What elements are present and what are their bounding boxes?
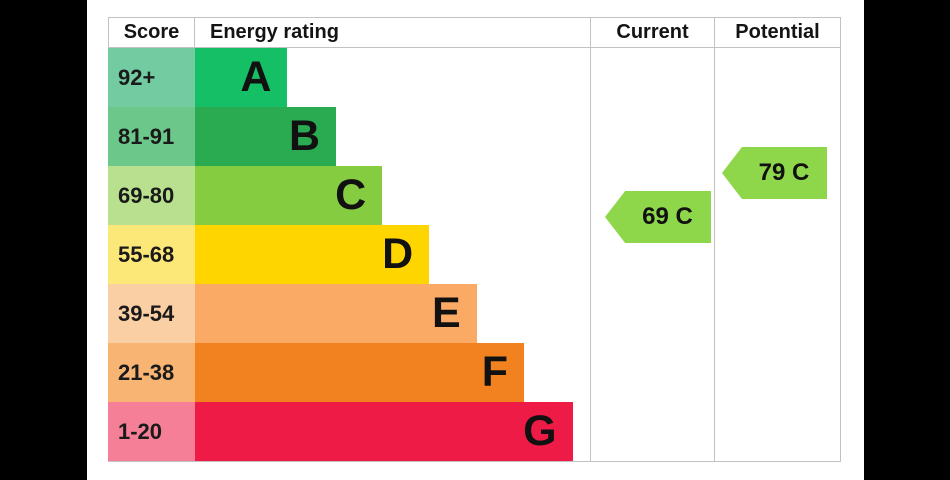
band-a-current-cell [590,48,714,107]
band-e-potential-cell [714,284,841,343]
band-rows: 92+ A 81-91 B 69-80 C [108,48,841,462]
band-g-bar-area: G [195,402,590,461]
band-b-score-cell: 81-91 [108,107,195,166]
band-row-b: 81-91 B [108,107,841,166]
band-c-bar: C [195,166,383,225]
band-c-score-cell: 69-80 [108,166,195,225]
band-a-potential-cell [714,48,841,107]
band-f-bar-area: F [195,343,590,402]
band-e-current-cell [590,284,714,343]
potential-rating-arrow: 79 C [722,147,827,199]
band-e-bar: E [195,284,477,343]
band-b-bar: B [195,107,336,166]
band-b-current-cell [590,107,714,166]
band-f-score-cell: 21-38 [108,343,195,402]
header-energy-rating: Energy rating [195,18,590,47]
band-row-g: 1-20 G [108,402,841,461]
band-g-bar: G [195,402,573,461]
band-d-bar: D [195,225,430,284]
band-a-score-cell: 92+ [108,48,195,107]
band-f-current-cell [590,343,714,402]
band-a-bar-area: A [195,48,590,107]
band-row-f: 21-38 F [108,343,841,402]
current-rating-arrow: 69 C [605,191,711,243]
band-c-current-cell [590,166,714,225]
table-header-row: Score Energy rating Current Potential [108,17,841,48]
band-f-potential-cell [714,343,841,402]
band-e-score-cell: 39-54 [108,284,195,343]
band-c-potential-cell [714,166,841,225]
band-g-score-cell: 1-20 [108,402,195,461]
potential-rating-label: 79 C [758,159,810,186]
band-a-bar: A [195,48,288,107]
band-d-score-cell: 55-68 [108,225,195,284]
band-row-d: 55-68 D [108,225,841,284]
band-b-bar-area: B [195,107,590,166]
header-potential: Potential [714,18,841,47]
current-rating-label: 69 C [642,203,693,230]
band-e-bar-area: E [195,284,590,343]
band-d-bar-area: D [195,225,590,284]
band-b-potential-cell [714,107,841,166]
band-g-current-cell [590,402,714,461]
band-c-bar-area: C [195,166,590,225]
header-current: Current [590,18,714,47]
band-d-current-cell [590,225,714,284]
band-row-e: 39-54 E [108,284,841,343]
band-f-bar: F [195,343,525,402]
band-d-potential-cell [714,225,841,284]
epc-rating-table: Score Energy rating Current Potential 92… [108,17,841,462]
header-score: Score [108,18,195,47]
band-row-a: 92+ A [108,48,841,107]
band-g-potential-cell [714,402,841,461]
band-row-c: 69-80 C [108,166,841,225]
epc-chart-panel: Score Energy rating Current Potential 92… [87,0,864,480]
